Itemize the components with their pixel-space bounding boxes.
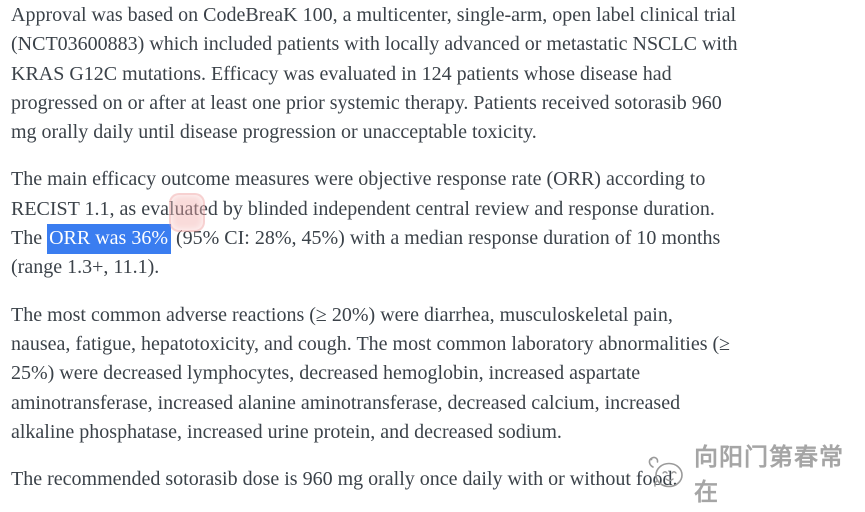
text-line: The most common adverse reactions (≥ 20%… (11, 303, 673, 326)
paragraph-efficacy: The main efficacy outcome measures were … (11, 165, 865, 282)
article-text: Approval was based on CodeBreaK 100, a m… (11, 1, 865, 512)
watermark-text: 向阳门第春常在 (694, 443, 844, 506)
selection-highlight: ORR was 36% (47, 224, 171, 255)
text-line: Approval was based on CodeBreaK 100, a m… (11, 4, 737, 26)
text-line: RECIST 1.1, as evaluated by blinded inde… (11, 197, 715, 220)
text-segment: The (11, 227, 48, 250)
text-line: 25%) were decreased lymphocytes, decreas… (11, 362, 641, 385)
text-line: The recommended sotorasib dose is 960 mg… (11, 468, 678, 491)
text-line: nausea, fatigue, hepatotoxicity, and cou… (11, 332, 731, 355)
text-line: mg orally daily until disease progressio… (11, 121, 537, 144)
watermark: 向阳门第春常在 (645, 437, 865, 507)
text-line: alkaline phosphatase, increased urine pr… (11, 420, 562, 443)
document-page: Approval was based on CodeBreaK 100, a m… (11, 4, 843, 506)
paragraph-approval: Approval was based on CodeBreaK 100, a m… (11, 1, 865, 147)
text-line: KRAS G12C mutations. Efficacy was evalua… (11, 62, 672, 85)
text-line: The main efficacy outcome measures were … (11, 168, 706, 191)
text-segment: (95% CI: 28%, 45%) with a median respons… (170, 227, 721, 250)
text-line: aminotransferase, increased alanine amin… (11, 391, 681, 414)
paragraph-adverse-reactions: The most common adverse reactions (≥ 20%… (11, 301, 865, 447)
paragraph-dose: The recommended sotorasib dose is 960 mg… (11, 465, 865, 494)
text-line: The ORR was 36% (95% CI: 28%, 45%) with … (11, 224, 865, 255)
text-line: progressed on or after at least one prio… (11, 91, 722, 114)
whale-icon (648, 456, 683, 488)
text-line: (range 1.3+, 11.1). (11, 256, 160, 279)
text-line: (NCT03600883) which included patients wi… (11, 33, 738, 56)
